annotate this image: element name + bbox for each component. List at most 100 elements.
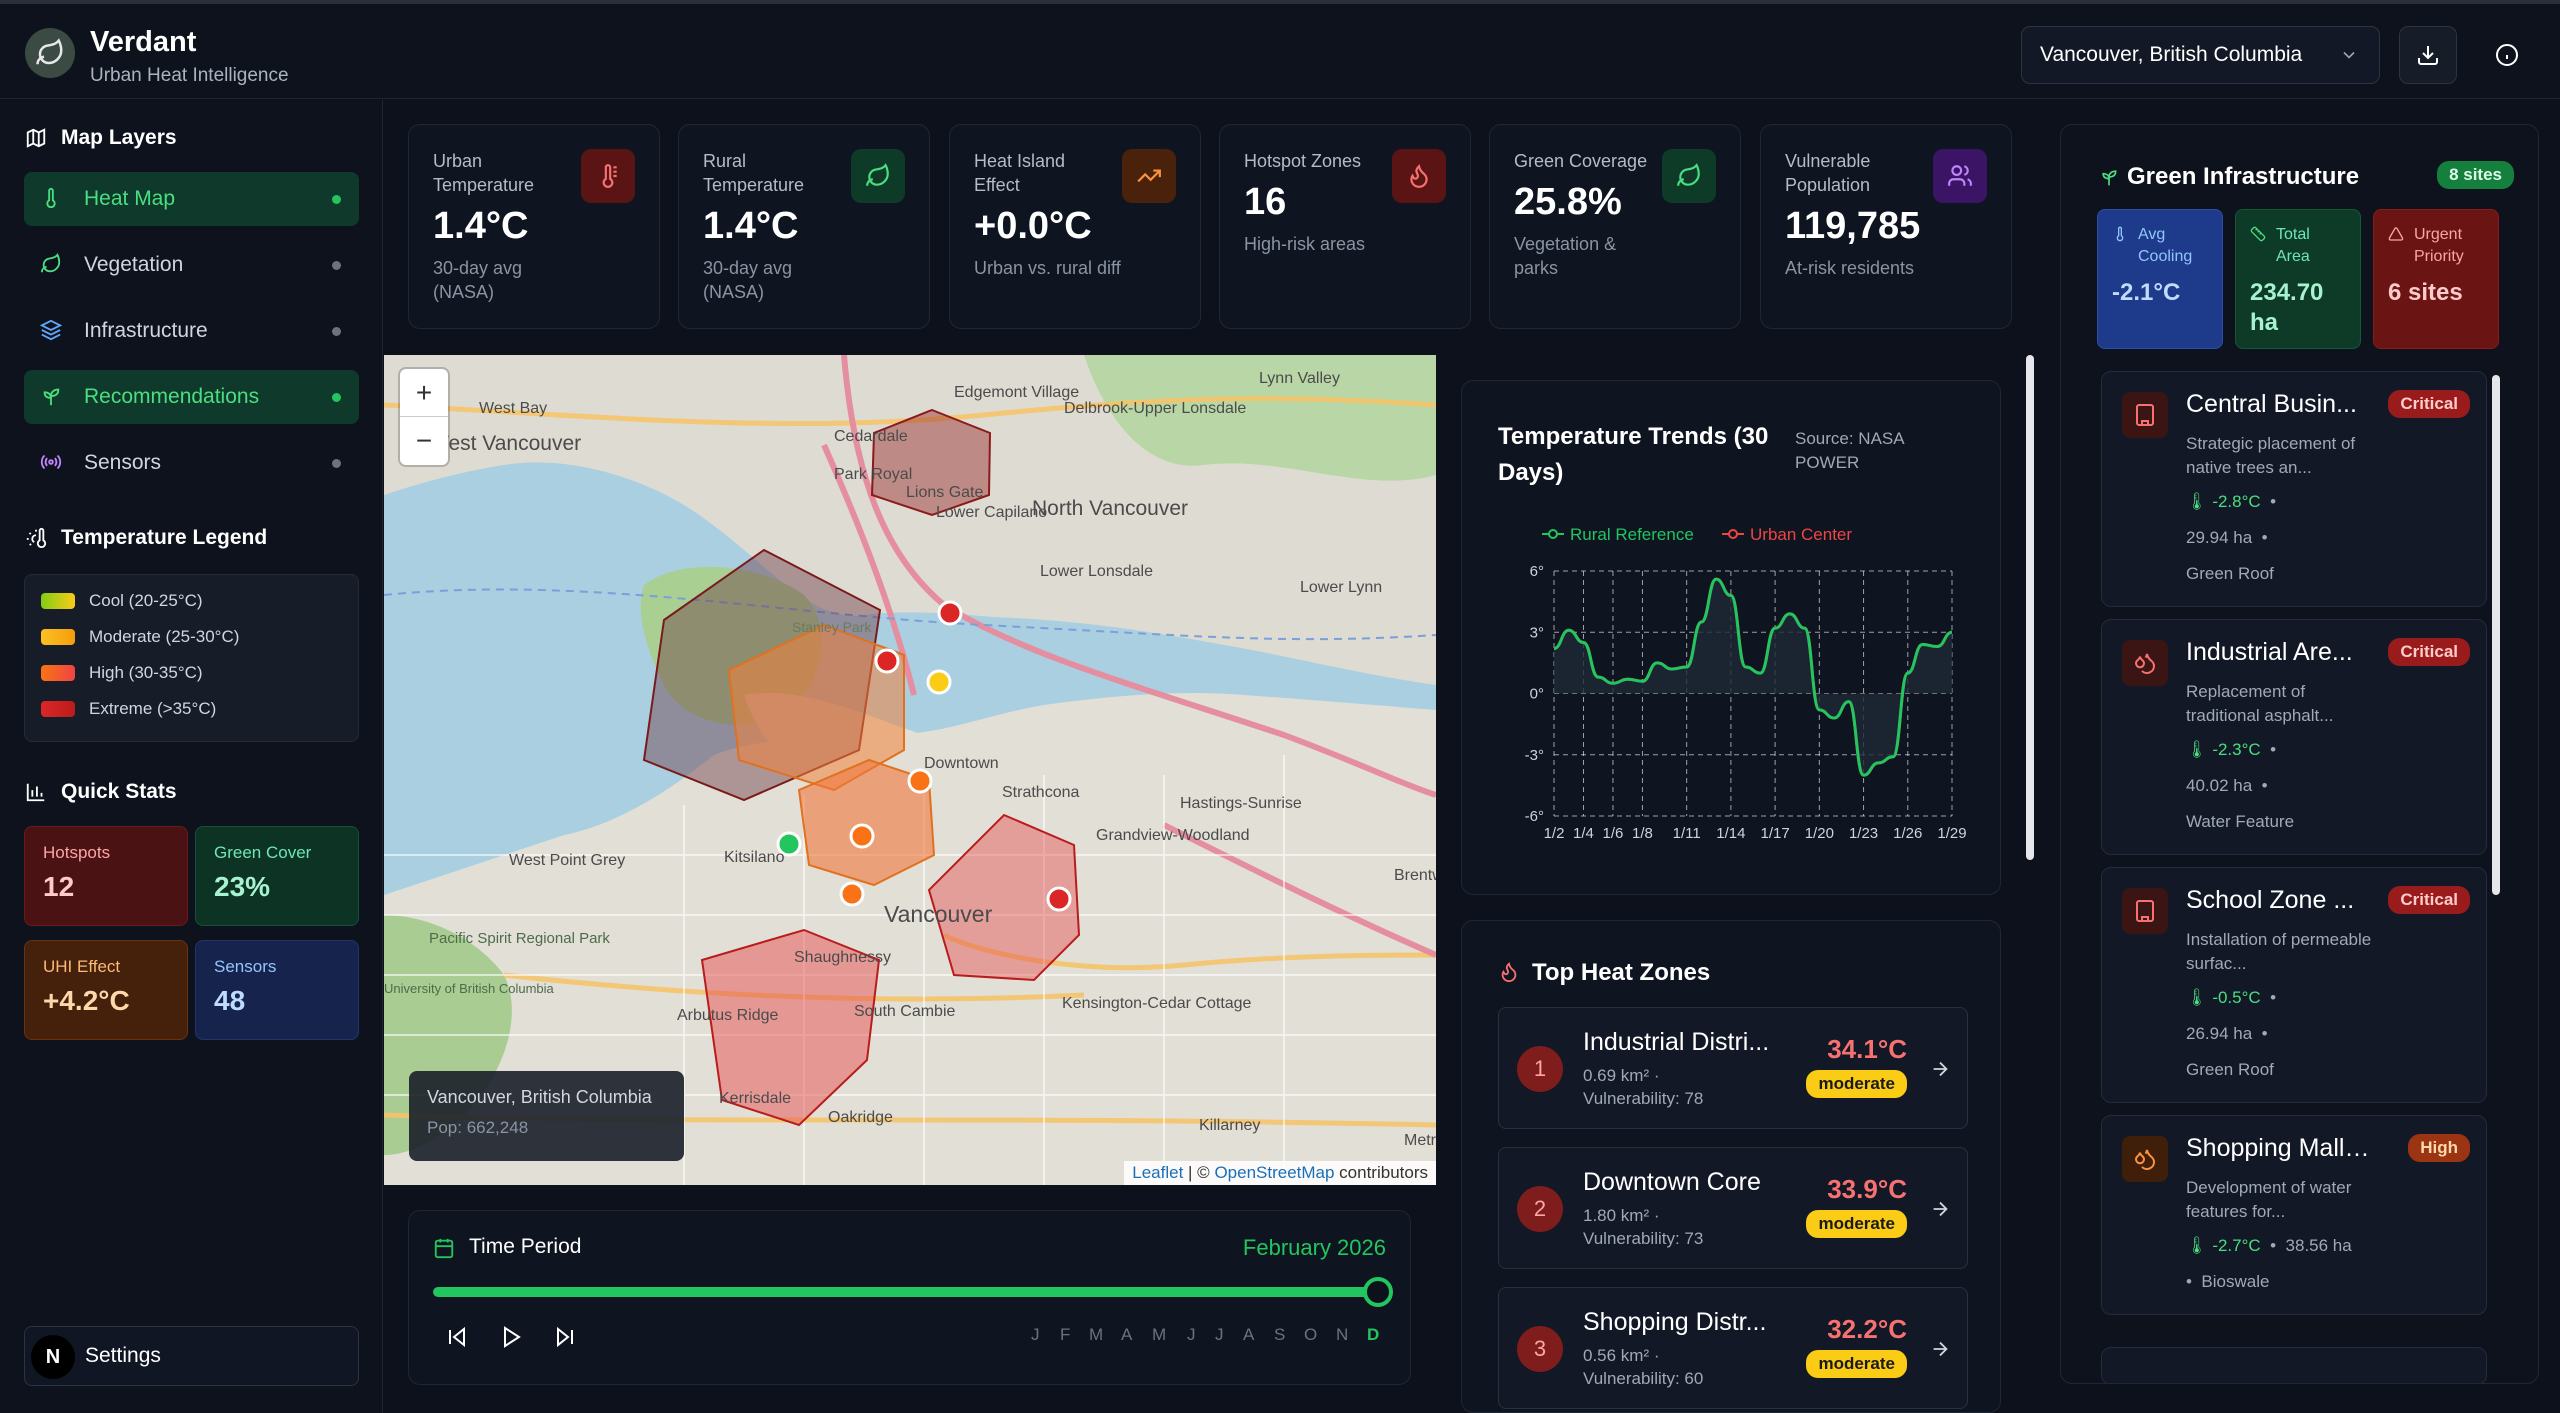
temperature-legend-heading: Temperature Legend: [25, 526, 267, 550]
quick-stats-heading: Quick Stats: [25, 780, 177, 804]
site-cooling: 🌡 -0.5°C •: [2186, 988, 2277, 1007]
quick-stat-hotspots: Hotspots 12: [24, 826, 188, 926]
site-description: Strategic placement of native trees an..…: [2186, 434, 2356, 477]
layer-status-dot: [332, 459, 341, 468]
settings-label: Settings: [85, 1344, 161, 1367]
layer-infrastructure[interactable]: Infrastructure: [24, 304, 359, 358]
map-label: Edgemont Village: [954, 384, 1079, 401]
map-label: Shaughnessy: [794, 949, 891, 966]
site-card[interactable]: School Zone ... Critical Installation of…: [2101, 867, 2487, 1103]
zoom-in-button[interactable]: +: [400, 369, 448, 417]
temperature-trend-chart: 6° 3° 0° -3° -6°1/2 1/4 1/6 1/8 1/11 1/14 1/17 1/20…: [1525, 525, 1967, 842]
heat-zone-row[interactable]: 3 Shopping Distr... 0.56 km² · Vulnerabil…: [1498, 1287, 1968, 1409]
chevron-down-icon: [2343, 51, 2355, 59]
highway-99: [821, 443, 917, 696]
month-label: J: [1215, 1325, 1224, 1344]
map-icon: [26, 128, 46, 148]
month-label: A: [1243, 1325, 1255, 1344]
series-line: [1553, 577, 1953, 777]
site-type: Water Feature: [2186, 812, 2295, 831]
month-label: O: [1304, 1325, 1318, 1344]
tooltip-population: Pop: 662,248: [427, 1118, 529, 1137]
site-cooling: 🌡 -2.7°C • 38.56 ha: [2186, 1236, 2352, 1255]
map-label: Delbrook-Upper Lonsdale: [1064, 400, 1246, 417]
calendar-icon: [434, 1238, 454, 1259]
leaf-logo-icon: [25, 28, 75, 78]
site-card[interactable]: Industrial Are... Critical Replacement o…: [2101, 619, 2487, 855]
zone-level-badge: moderate: [1806, 1350, 1907, 1378]
layer-recommendations[interactable]: Recommendations: [24, 370, 359, 424]
zoom-out-button[interactable]: −: [415, 425, 433, 456]
map-label: Pacific Spirit Regional Park: [429, 930, 610, 947]
month-label: J: [1031, 1325, 1040, 1344]
x-tick-label: 1/14: [1716, 825, 1745, 842]
map-label: Brentw: [1394, 867, 1436, 884]
info-button[interactable]: [2478, 26, 2536, 84]
time-period-title: Time Period: [469, 1235, 582, 1258]
x-tick-label: 1/11: [1673, 825, 1701, 842]
highway-7: [1162, 822, 1436, 958]
legend-item: Moderate (25-30°C): [41, 627, 239, 647]
layer-sensors[interactable]: Sensors: [24, 436, 359, 490]
users-icon: [1933, 149, 1987, 203]
time-slider-handle[interactable]: [1363, 1277, 1393, 1307]
zoom-control: + −: [400, 369, 448, 465]
top-bar: Verdant Urban Heat Intelligence Vancouve…: [0, 0, 2560, 99]
map-label: Kerrisdale: [719, 1090, 791, 1107]
layer-vegetation[interactable]: Vegetation: [24, 238, 359, 292]
heat-map[interactable]: West Bay Delbrook-Upper Lonsdale Lynn Va…: [384, 355, 1436, 1185]
series-area: [1554, 579, 1952, 776]
heat-zone-row[interactable]: 1 Industrial Distri... 0.69 km² · Vulnera…: [1498, 1007, 1968, 1129]
map-label: Vancouver: [884, 901, 993, 927]
leaflet-link[interactable]: Leaflet: [1132, 1163, 1184, 1182]
legend-marker: [1728, 529, 1738, 539]
layer-heat-map[interactable]: Heat Map: [24, 172, 359, 226]
site-card[interactable]: Central Busin... Critical Strategic plac…: [2101, 371, 2487, 607]
map-label: Killarney: [1199, 1117, 1260, 1134]
priority-badge: Critical: [2388, 886, 2470, 914]
settings-button[interactable]: N Settings: [24, 1326, 359, 1386]
download-button[interactable]: [2399, 26, 2457, 84]
x-tick-label: 1/4: [1573, 825, 1594, 842]
x-tick-label: 1/23: [1849, 825, 1878, 842]
play-icon[interactable]: [499, 1325, 523, 1349]
brand-tagline: Urban Heat Intelligence: [90, 65, 289, 86]
map-label: Metr: [1404, 1132, 1436, 1149]
green-infra-title: Green Infrastructure: [2127, 163, 2360, 190]
radio-signal-icon: [40, 454, 62, 470]
site-area: 26.94 ha •: [2186, 1024, 2268, 1043]
map-label: West Point Grey: [509, 852, 625, 869]
download-icon: [2418, 46, 2438, 65]
priority-badge: Critical: [2388, 390, 2470, 418]
center-scrollbar[interactable]: [2026, 355, 2034, 860]
tooltip-title: Vancouver, British Columbia: [427, 1087, 652, 1107]
sprout-icon: [2102, 170, 2117, 186]
temperature-legend: Cool (20-25°C) Moderate (25-30°C) High (…: [24, 574, 359, 742]
x-tick-label: 1/6: [1603, 825, 1624, 842]
osm-link[interactable]: OpenStreetMap: [1214, 1163, 1335, 1182]
quick-stat-sensors: Sensors 48: [195, 940, 359, 1040]
map-label: Oakridge: [828, 1109, 893, 1126]
skip-back-icon[interactable]: [445, 1325, 469, 1349]
droplets-icon: [2122, 1136, 2168, 1182]
zone-name: Downtown Core: [1583, 1168, 1761, 1196]
x-tick-label: 1/2: [1544, 825, 1565, 842]
arrow-right-icon: [1933, 1201, 1948, 1217]
map-label: Strathcona: [1002, 784, 1079, 801]
skip-forward-icon[interactable]: [553, 1325, 577, 1349]
month-label: S: [1274, 1325, 1286, 1344]
heat-zone-row[interactable]: 2 Downtown Core 1.80 km² · Vulnerability:…: [1498, 1147, 1968, 1269]
sprout-icon: [43, 388, 60, 406]
heat-zone-south-cambie: [700, 928, 881, 1127]
time-slider-track[interactable]: [433, 1287, 1378, 1297]
site-card[interactable]: Shopping Mall ... High Development of wa…: [2101, 1115, 2487, 1315]
brand-name: Verdant: [90, 26, 197, 58]
y-tick-label: -3°: [1525, 747, 1544, 764]
zone-rank: 1: [1517, 1046, 1563, 1092]
right-panel-scrollbar[interactable]: [2492, 375, 2500, 895]
y-tick-label: 0°: [1530, 686, 1544, 703]
site-area: 40.02 ha •: [2186, 776, 2268, 795]
x-tick-label: 1/8: [1632, 825, 1653, 842]
location-select[interactable]: Vancouver, British Columbia: [2021, 26, 2380, 84]
sensor-marker: [1046, 886, 1072, 912]
